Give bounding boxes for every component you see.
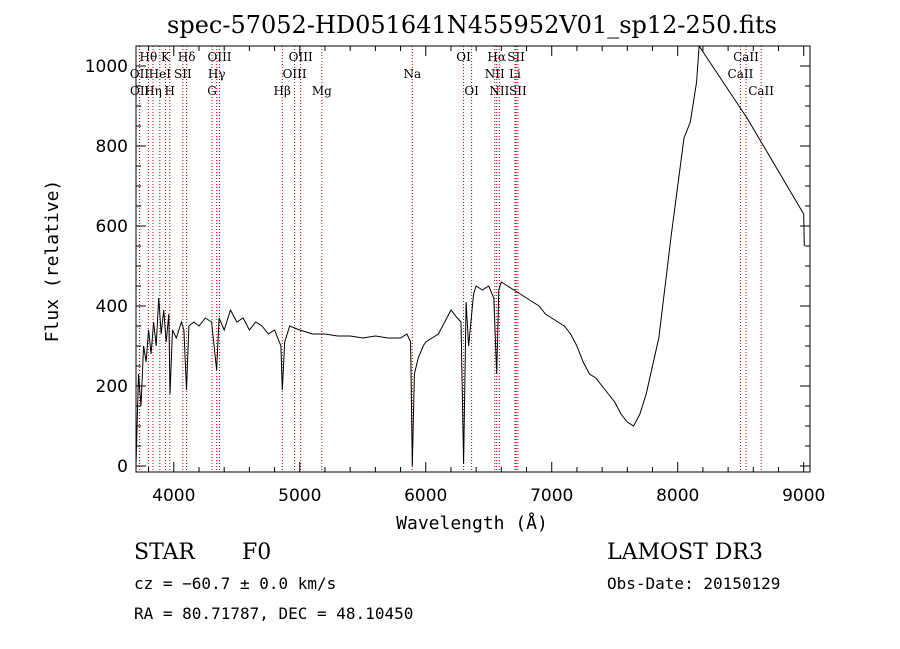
spectral-line-label: Li: [509, 67, 521, 81]
y-tick-label: 400: [96, 297, 128, 317]
survey-name: LAMOST DR3: [607, 540, 763, 565]
spectral-line-label: SII: [174, 67, 192, 81]
spectral-line-label: Na: [403, 67, 421, 81]
y-tick-label: 0: [117, 457, 128, 477]
spectral-line-label: Hθ: [139, 50, 157, 64]
axes: 4000 5000 6000 7000 8000 9000 0 200 400 600 800 100…: [85, 46, 825, 506]
spectral-line-label: NII: [489, 84, 509, 98]
object-subclass: F0: [242, 540, 272, 565]
spectral-line-label: OIII: [283, 67, 307, 81]
y-tick-label: 800: [96, 137, 128, 157]
y-axis-label: Flux (relative): [42, 180, 63, 343]
y-tick-label: 600: [96, 217, 128, 237]
spectral-line-label: OI: [456, 50, 471, 64]
x-axis-label: Wavelength (Å): [396, 512, 548, 534]
y-tick-label: 1000: [85, 57, 128, 77]
x-tick-label: 9000: [782, 486, 825, 506]
spectral-line-label: K: [161, 50, 171, 64]
spectral-line-label: CaII: [748, 84, 774, 98]
object-class: STAR: [134, 540, 195, 565]
flux-series: [136, 46, 805, 467]
spectral-line-label: Hα: [487, 50, 506, 64]
plot-frame: [135, 45, 811, 473]
spectral-line-label: OIII: [289, 50, 313, 64]
y-tick-label: 200: [96, 377, 128, 397]
coordinates: RA = 80.71787, DEC = 48.10450: [134, 604, 414, 623]
spectral-line-label: SII: [507, 50, 525, 64]
observation-date: Obs-Date: 20150129: [607, 574, 781, 593]
chart-title: spec-57052-HD051641N455952V01_sp12-250.f…: [167, 11, 777, 39]
spectral-line-label: OI: [464, 84, 479, 98]
x-tick-label: 4000: [152, 486, 195, 506]
spectral-line-label: CaII: [733, 50, 759, 64]
x-tick-label: 7000: [530, 486, 573, 506]
spectral-line-label: OIII: [207, 50, 231, 64]
spectral-line-label: OII: [130, 84, 150, 98]
spectral-line-label: Hη: [144, 84, 162, 98]
spectral-line-label: Hγ: [208, 67, 226, 81]
series-line-flux: [136, 46, 805, 467]
spectral-line-label: G: [207, 84, 217, 98]
x-tick-label: 5000: [278, 486, 321, 506]
x-tick-label: 6000: [404, 486, 447, 506]
x-tick-label: 8000: [656, 486, 699, 506]
spectral-line-label: Hβ: [274, 84, 291, 98]
spectral-line-label: CaII: [728, 67, 754, 81]
redshift-velocity: cz = −60.7 ± 0.0 km/s: [134, 574, 337, 593]
spectral-line-label: HeI: [149, 67, 172, 81]
spectral-line-label: H: [165, 84, 175, 98]
spectral-line-label: Mg: [312, 84, 332, 98]
spectral-line-label: SII: [509, 84, 527, 98]
spectral-line-label: Hδ: [178, 50, 196, 64]
spectral-line-label: NII: [485, 67, 505, 81]
